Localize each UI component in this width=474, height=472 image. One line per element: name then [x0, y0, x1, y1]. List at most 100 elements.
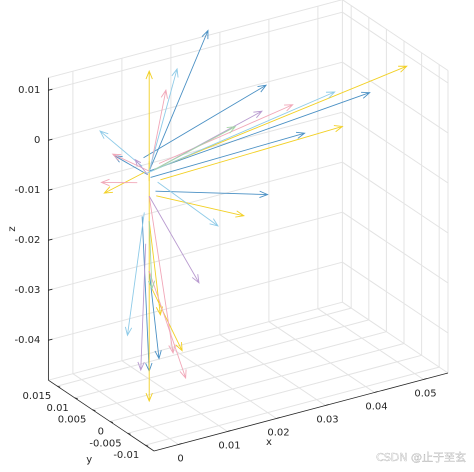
- watermark: CSDN @止于至玄: [376, 450, 466, 464]
- arrow: [111, 153, 150, 172]
- grid-line: [145, 366, 440, 446]
- z-tick: [48, 288, 53, 291]
- x-tick: [325, 404, 329, 406]
- arrow: [100, 178, 138, 187]
- arrow: [124, 212, 145, 337]
- grid-line: [48, 61, 343, 141]
- x-tick-label: 0: [177, 454, 183, 465]
- arrow: [153, 126, 237, 171]
- z-tick-label: -0.03: [15, 285, 41, 296]
- grid-line: [342, 11, 449, 84]
- x-tick: [227, 430, 231, 432]
- x-tick: [374, 391, 378, 393]
- grid: [48, 5, 449, 446]
- arrow: [148, 270, 187, 380]
- arrow: [148, 195, 200, 284]
- y-axis: [48, 379, 155, 452]
- arrow: [150, 89, 168, 168]
- box-edge: [342, 301, 449, 374]
- z-tick: [48, 88, 53, 91]
- grid-line: [74, 319, 369, 399]
- x-tick: [423, 378, 427, 380]
- grid-line: [317, 308, 424, 380]
- x-tick-label: 0.05: [414, 389, 436, 400]
- grid-line: [342, 161, 449, 234]
- z-tick-label: -0.04: [15, 335, 41, 346]
- y-axis-label: y: [86, 455, 92, 466]
- grid-line: [342, 111, 449, 184]
- x-axis: [153, 372, 449, 452]
- axes-box: [47, 0, 449, 452]
- grid-line: [92, 331, 387, 411]
- y-tick: [145, 444, 149, 447]
- z-tick: [48, 188, 53, 191]
- z-tick: [48, 238, 53, 241]
- grid-line: [48, 161, 343, 241]
- x-axis-label: x: [266, 437, 272, 448]
- y-tick-label: -0.005: [89, 438, 121, 449]
- arrow: [137, 243, 147, 372]
- arrow: [155, 190, 269, 198]
- grid-line: [48, 211, 343, 291]
- z-axis-label: z: [7, 226, 18, 231]
- y-tick-label: 0.005: [58, 415, 87, 426]
- x-tick: [276, 417, 280, 419]
- grid-line: [342, 261, 449, 334]
- y-tick: [109, 421, 114, 423]
- z-tick-label: -0.02: [15, 235, 41, 246]
- grid-line: [48, 111, 343, 191]
- labels: 00.010.020.030.040.05-0.01-0.00500.0050.…: [7, 85, 437, 465]
- box-edge: [342, 0, 449, 71]
- arrow: [149, 91, 371, 172]
- y-tick-label: 0.015: [23, 391, 52, 402]
- box-edge: [48, 301, 343, 381]
- y-tick: [127, 432, 131, 435]
- arrow: [150, 131, 306, 178]
- grid-line: [268, 321, 375, 393]
- grid-line: [72, 373, 179, 445]
- grid-line: [57, 307, 352, 387]
- y-tick-label: 0: [98, 427, 104, 438]
- x-tick-label: 0.02: [267, 428, 289, 439]
- z-tick-label: 0.01: [18, 85, 40, 96]
- arrow: [158, 104, 294, 164]
- arrows: [99, 29, 408, 403]
- y-tick: [57, 385, 61, 388]
- arrow: [148, 67, 179, 172]
- arrow: [151, 288, 183, 352]
- arrow: [156, 195, 246, 218]
- y-tick: [92, 409, 96, 412]
- x-tick: [178, 443, 182, 445]
- arrow: [148, 196, 176, 355]
- x-tick-label: 0.03: [316, 415, 338, 426]
- arrow: [134, 158, 149, 176]
- z-tick: [48, 138, 53, 141]
- grid-line: [48, 261, 343, 341]
- grid-line: [48, 11, 343, 91]
- arrow: [160, 125, 344, 181]
- x-tick-label: 0.01: [218, 441, 240, 452]
- z-tick-label: -0.01: [15, 185, 41, 196]
- grid-line: [121, 360, 228, 432]
- y-tick-label: -0.01: [113, 450, 139, 461]
- arrow: [157, 181, 219, 227]
- arrow: [148, 29, 209, 172]
- grid-line: [342, 61, 449, 134]
- arrow: [145, 161, 153, 403]
- y-tick: [74, 397, 78, 400]
- y-tick-label: 0.01: [47, 403, 69, 414]
- grid-line: [109, 343, 405, 422]
- z-tick-label: 0: [34, 135, 40, 146]
- grid-line: [127, 354, 422, 434]
- z-tick: [48, 338, 53, 341]
- arrow: [143, 84, 268, 159]
- grid-line: [342, 211, 449, 284]
- box-edge: [48, 0, 343, 79]
- grid-line: [219, 334, 326, 406]
- grid-line: [170, 347, 277, 419]
- arrow: [153, 65, 408, 171]
- x-tick-label: 0.04: [365, 402, 387, 413]
- arrow: [148, 271, 162, 360]
- arrow: [145, 91, 336, 175]
